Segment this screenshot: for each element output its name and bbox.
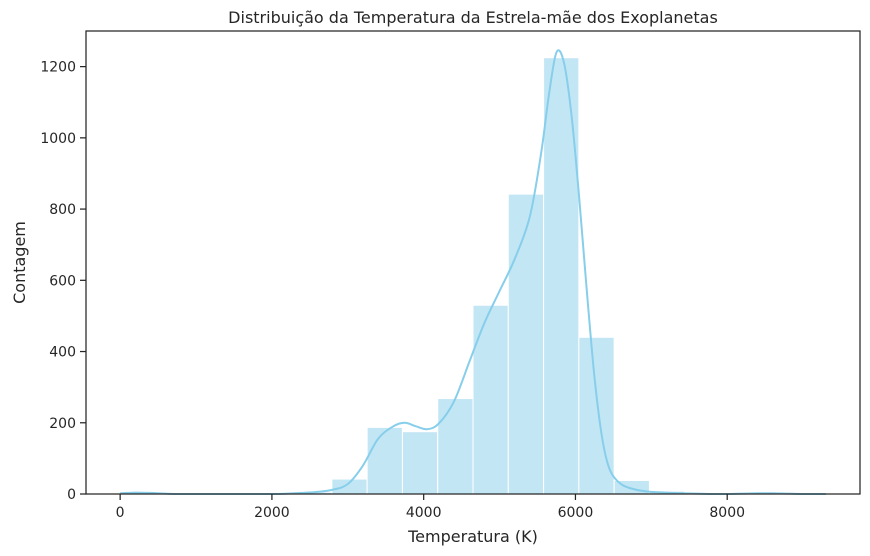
histogram-bar — [543, 57, 580, 495]
histogram-bar — [578, 336, 615, 495]
plot-frame — [85, 30, 861, 495]
x-tick-label: 6000 — [558, 505, 594, 521]
y-axis-label: Contagem — [10, 221, 29, 304]
histogram-bar — [437, 398, 474, 495]
x-tick-label: 8000 — [709, 505, 745, 521]
y-tick-label: 200 — [49, 416, 76, 432]
y-tick-label: 1000 — [40, 131, 76, 147]
bars-group — [119, 57, 792, 495]
y-tick-label: 0 — [67, 487, 76, 503]
chart-title: Distribuição da Temperatura da Estrela-m… — [228, 8, 718, 27]
y-tick-label: 400 — [49, 345, 76, 361]
histogram-bar — [366, 426, 403, 495]
y-axis-ticks: 0 200 400 600 800 1000 1200 — [40, 60, 86, 503]
histogram-bar — [507, 193, 545, 495]
y-tick-label: 800 — [49, 202, 76, 218]
y-tick-label: 1200 — [40, 60, 76, 76]
x-tick-label: 0 — [116, 505, 125, 521]
histogram-bar — [401, 431, 439, 495]
x-tick-label: 2000 — [254, 505, 290, 521]
x-axis-ticks: 0 2000 4000 6000 8000 — [116, 494, 745, 521]
y-tick-label: 600 — [49, 273, 76, 289]
x-axis-label: Temperatura (K) — [407, 527, 538, 546]
histogram-bar — [472, 304, 509, 495]
x-tick-label: 4000 — [406, 505, 442, 521]
